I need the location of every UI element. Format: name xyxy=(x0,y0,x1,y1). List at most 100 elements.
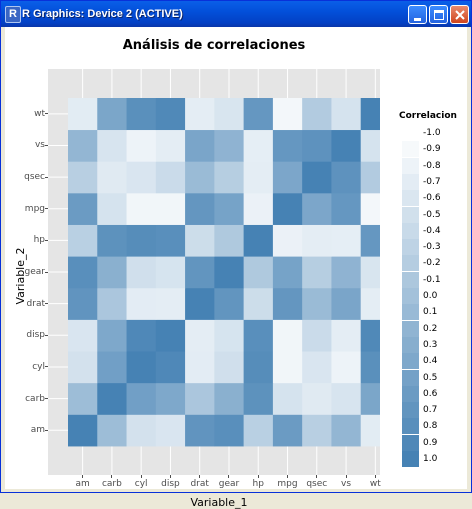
heatmap-tile-drat-carb xyxy=(185,382,215,415)
legend-key xyxy=(402,206,419,223)
legend-label: -0.6 xyxy=(423,193,441,204)
heatmap-tile-qsec-vs xyxy=(302,129,332,162)
heatmap-tile-vs-disp xyxy=(331,319,362,352)
minimize-button[interactable] xyxy=(408,5,427,24)
legend-label: -0.2 xyxy=(423,258,441,269)
legend-title: Correlacion xyxy=(399,111,457,121)
heatmap-tile-vs-mpg xyxy=(331,192,362,225)
heatmap-tile-gear-vs xyxy=(214,129,245,162)
x-tick-mark xyxy=(111,475,113,478)
y-tick-label: gear xyxy=(24,267,45,278)
heatmap-tile-disp-gear xyxy=(155,256,186,289)
legend-key xyxy=(402,451,419,467)
heatmap-tile-vs-carb xyxy=(331,382,362,415)
legend-label: 0.1 xyxy=(423,307,438,318)
heatmap-tile-mpg-mpg xyxy=(272,192,303,225)
heatmap-tile-wt-am xyxy=(360,414,391,447)
heatmap-tile-qsec-disp xyxy=(302,319,332,352)
heatmap-tile-drat-cyl xyxy=(185,351,215,384)
x-tick-mark xyxy=(257,475,259,478)
heatmap-tile-gear-hp xyxy=(214,224,245,257)
legend-label: 0.5 xyxy=(423,372,438,383)
legend-label: 0.9 xyxy=(423,437,438,448)
heatmap-tile-mpg-carb xyxy=(272,382,303,415)
heatmap-tile-carb-mpg xyxy=(97,192,127,225)
heatmap-tile-vs-vs xyxy=(331,129,362,162)
heatmap-tile-gear-cyl xyxy=(214,351,245,384)
heatmap-tile-hp-am xyxy=(243,414,274,447)
x-tick-mark xyxy=(82,475,84,478)
heatmap-tile-am-carb xyxy=(68,382,98,415)
x-tick-label: hp xyxy=(252,479,264,489)
close-button[interactable] xyxy=(450,5,469,24)
heatmap-tile-disp-qsec xyxy=(155,161,186,194)
heatmap-tile-gear-disp xyxy=(214,319,245,352)
heatmap-tile-carb-gear xyxy=(97,256,127,289)
legend-label: 0.4 xyxy=(423,356,438,367)
legend-label: 0.0 xyxy=(423,291,438,301)
x-tick-label: cyl xyxy=(134,479,148,489)
heatmap-tile-hp-carb xyxy=(243,382,274,415)
heatmap-tile-carb-qsec xyxy=(97,161,127,194)
legend-label: 0.8 xyxy=(423,421,438,432)
maximize-button[interactable] xyxy=(429,5,448,24)
heatmap-tile-cyl-vs xyxy=(126,129,157,162)
heatmap-tile-qsec-wt xyxy=(302,98,332,131)
x-tick-mark xyxy=(140,475,142,478)
heatmap-tile-hp-hp xyxy=(243,224,274,257)
legend-key xyxy=(402,173,419,190)
y-tick-label: disp xyxy=(26,330,45,341)
x-tick-label: gear xyxy=(218,479,240,489)
legend-key xyxy=(402,190,419,207)
r-logo-icon: R xyxy=(5,6,21,23)
heatmap-tile-cyl-carb xyxy=(126,382,157,415)
legend-label: 0.2 xyxy=(423,323,438,334)
y-tick-label: cyl xyxy=(32,361,45,372)
x-tick-mark xyxy=(374,475,376,478)
x-tick-mark xyxy=(345,475,347,478)
legend-label: -1.0 xyxy=(423,128,441,138)
heatmap-tile-carb-am xyxy=(97,414,127,447)
heatmap-tile-gear-wt xyxy=(214,98,245,131)
heatmap-tile-gear-gear xyxy=(214,256,245,289)
heatmap-tile-gear-am xyxy=(214,414,245,447)
heatmap-tile-mpg-qsec xyxy=(272,161,303,194)
heatmap-tile-drat-disp xyxy=(185,319,215,352)
legend-label: -0.9 xyxy=(423,144,441,155)
heatmap-tile-mpg-gear xyxy=(272,256,303,289)
legend-label: -0.1 xyxy=(423,274,441,285)
y-tick-mark xyxy=(45,334,48,336)
heatmap-tile-gear-carb xyxy=(214,382,245,415)
heatmap-tile-cyl-cyl xyxy=(126,351,157,384)
title-bar[interactable]: R R Graphics: Device 2 (ACTIVE) xyxy=(1,1,471,27)
y-tick-mark xyxy=(45,176,48,178)
heatmap-tile-wt-carb xyxy=(360,382,391,415)
legend-label: -0.3 xyxy=(423,242,441,253)
legend-key xyxy=(402,239,419,256)
heatmap-tile-gear-qsec xyxy=(214,161,245,194)
legend-key xyxy=(402,125,419,141)
y-tick-mark xyxy=(45,366,48,368)
legend-key xyxy=(402,304,419,321)
legend-key xyxy=(402,141,419,158)
legend-label: -0.7 xyxy=(423,176,441,187)
x-tick-label: disp xyxy=(161,479,180,489)
heatmap-tile-am-wt xyxy=(68,98,98,131)
heatmap-tile-mpg-vs xyxy=(272,129,303,162)
heatmap-tile-mpg-drat xyxy=(272,287,303,320)
legend-key xyxy=(402,271,419,288)
y-tick-mark xyxy=(45,398,48,400)
y-tick-mark xyxy=(45,113,48,115)
heatmap-tile-wt-gear xyxy=(360,256,391,289)
heatmap-tile-disp-drat xyxy=(155,287,186,320)
heatmap-tile-wt-vs xyxy=(360,129,391,162)
heatmap-tile-wt-mpg xyxy=(360,192,391,225)
legend-key xyxy=(402,402,419,419)
heatmap-tile-carb-vs xyxy=(97,129,127,162)
legend-key xyxy=(402,434,419,451)
legend-label: -0.5 xyxy=(423,209,441,220)
heatmap-tile-drat-hp xyxy=(185,224,215,257)
heatmap-tile-disp-cyl xyxy=(155,351,186,384)
heatmap-tile-carb-wt xyxy=(97,98,127,131)
